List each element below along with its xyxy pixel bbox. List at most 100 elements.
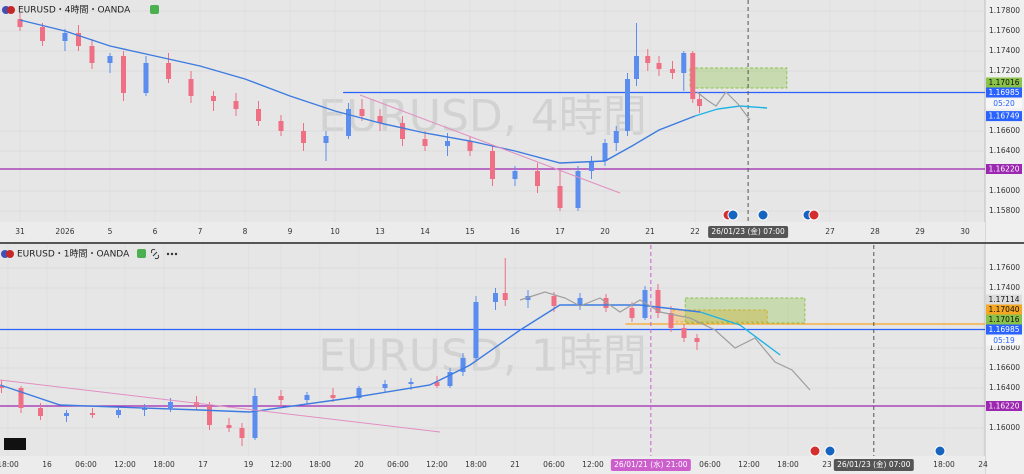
symbol-flag [6,250,14,258]
zone [684,297,806,324]
price-tag [986,314,1022,325]
crosshair-label-bg [610,459,691,471]
x-tick-label: 18:00 [153,460,175,469]
x-tick-label: 17 [555,227,565,236]
candle-body [239,428,245,438]
link-icon[interactable] [150,248,160,260]
candle-body [330,395,336,398]
event-icon[interactable] [757,209,769,221]
panel-title: EURUSD・4時間・OANDA [18,5,131,16]
candle-body [502,293,508,300]
candle-body [226,425,232,428]
x-tick-label: 22 [690,227,700,236]
x-tick-label: 18:00 [0,460,19,469]
more-icon[interactable] [170,252,174,256]
x-tick-label: 13 [375,227,385,236]
candle-body [323,136,329,143]
y-tick-label: 1.16600 [989,363,1020,372]
zone [689,67,788,89]
x-tick-label: 21 [510,460,520,469]
more-icon[interactable] [166,252,170,256]
x-tick-label: 18:00 [933,460,955,469]
y-tick-label: 1.17600 [989,26,1020,35]
x-tick-label: 14 [420,227,430,236]
candle-body [39,27,45,41]
countdown-bg [986,98,1022,109]
watermark: EURUSD, 4時間 [318,91,647,142]
moving-average [19,19,696,164]
candle-body [17,19,23,27]
symbol-flag [7,6,15,14]
y-tick-label: 1.16800 [989,343,1020,352]
x-tick-label: 8 [243,227,248,236]
candle-body [188,79,194,96]
candle-body [18,388,24,408]
y-tick-label: 1.17600 [989,263,1020,272]
status-icon [137,249,146,258]
price-tag [986,294,1022,305]
price-tag-label: 1.17040 [988,305,1019,314]
y-tick-label: 1.17400 [989,283,1020,292]
candle-body [490,151,495,179]
candle-body [629,308,635,318]
candle-body [575,171,581,208]
candle-body [655,290,661,313]
price-tag-label: 1.16985 [988,88,1019,97]
more-icon[interactable] [174,252,178,256]
y-tick-label: 1.15800 [989,206,1020,215]
x-tick-label: 12:00 [582,460,604,469]
candle-body [165,63,171,79]
event-icon[interactable] [808,209,820,221]
moving-average [694,105,768,117]
candle-body [0,386,4,388]
candle-body [444,141,450,146]
candle-body [697,99,703,106]
x-tick-label: 12:00 [270,460,292,469]
candle-body [252,396,258,438]
event-icon[interactable] [809,445,821,457]
candle-body [422,139,428,146]
candle-body [694,338,700,342]
candle-body [634,56,640,79]
event-icon[interactable] [727,209,739,221]
time-axis-bg [0,222,985,242]
price-tag [986,164,1022,174]
candle-body [492,293,498,302]
candle-body [668,313,674,328]
x-tick-label: 15 [465,227,475,236]
candle-body [625,79,631,131]
x-tick-label: 27 [825,227,835,236]
candle-body [89,413,95,415]
candle-body [557,186,563,208]
event-icon[interactable] [934,445,946,457]
countdown: 05:20 [993,99,1015,108]
y-tick-label: 1.16000 [989,423,1020,432]
x-tick-label: 12:00 [738,460,760,469]
crosshair-label: 26/01/23 (金) 07:00 [837,459,911,469]
x-tick-label: 16 [42,460,52,469]
x-tick-label: 06:00 [699,460,721,469]
candle-body [613,131,619,143]
projection-path [696,91,751,121]
price-tag-label: 1.17114 [988,295,1019,304]
candle-body [473,302,479,358]
candle-body [447,372,453,386]
candle-body [75,33,81,46]
candle-body [577,298,583,306]
crosshair-label: 26/01/21 (水) 21:00 [614,459,688,469]
event-icon[interactable] [824,445,836,457]
x-tick-label: 12:00 [114,460,136,469]
x-tick-label: 23 [822,460,832,469]
candle-body [589,161,595,171]
candle-body [37,408,43,416]
candle-body [278,396,284,400]
x-tick-label: 20 [600,227,610,236]
trend-line [0,379,441,433]
x-tick-label: 17 [198,460,208,469]
moving-average [0,304,701,413]
price-tag [986,111,1022,122]
price-tag [986,324,1022,335]
y-tick-label: 1.17800 [989,6,1020,15]
candle-body [690,53,696,99]
